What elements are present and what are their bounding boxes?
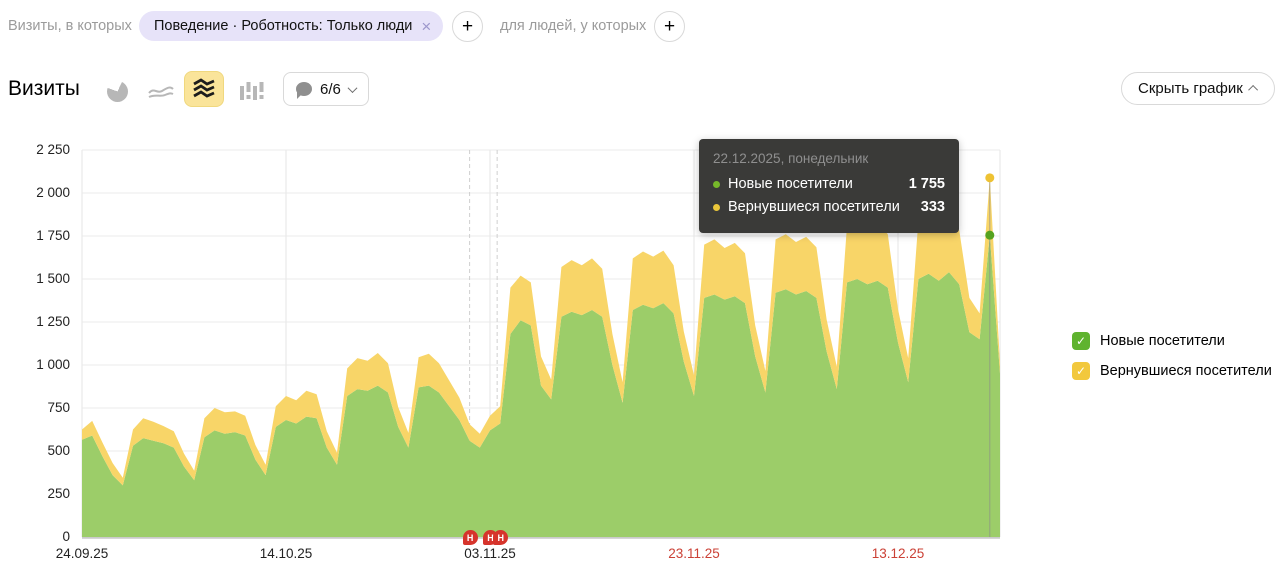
pie-chart-icon [106, 80, 128, 102]
add-user-filter-button[interactable]: + [654, 11, 685, 42]
chevron-up-icon [1247, 84, 1258, 95]
comment-bubble-icon [296, 82, 312, 99]
legend-item-returning-visitors[interactable]: ✓ Вернувшиеся посетители [1072, 362, 1272, 380]
tooltip-row-returning-visitors: Вернувшиеся посетители 333 [713, 196, 945, 219]
yellow-dot-icon [713, 204, 720, 211]
close-icon[interactable]: × [421, 16, 432, 36]
plus-icon: + [663, 15, 676, 37]
pie-chart-icon-button[interactable] [104, 78, 130, 104]
segment-filter-chip[interactable]: Поведение · Роботность: Только люди × [139, 11, 444, 41]
plus-icon: + [461, 15, 474, 37]
chart-legend: ✓ Новые посетители ✓ Вернувшиеся посетит… [1072, 332, 1272, 380]
tooltip-row-new-visitors: Новые посетители 1 755 [713, 173, 945, 196]
bar-chart-icon-button[interactable] [236, 78, 266, 104]
tooltip-value: 1 755 [908, 176, 945, 192]
hide-chart-label: Скрыть график [1138, 80, 1243, 97]
legend-label: Вернувшиеся посетители [1100, 363, 1272, 379]
tooltip-value: 333 [920, 199, 945, 215]
bar-chart-icon [240, 82, 264, 100]
stacked-area-chart-icon [193, 78, 215, 98]
tooltip-label: Новые посетители [728, 176, 853, 192]
hide-chart-button[interactable]: Скрыть график [1121, 72, 1275, 105]
legend-label: Новые посетители [1100, 333, 1225, 349]
tooltip-label: Вернувшиеся посетители [728, 199, 900, 215]
comments-button[interactable]: 6/6 [283, 72, 369, 106]
chevron-down-icon [347, 82, 358, 93]
user-segment-prefix-label: для людей, у которых [500, 18, 647, 34]
stacked-area-chart-icon-button[interactable] [184, 71, 224, 107]
tooltip-date: 22.12.2025, понедельник [713, 151, 869, 166]
annotation-badge[interactable]: Н [462, 530, 478, 545]
green-dot-icon [713, 181, 720, 188]
line-chart-icon-button[interactable] [146, 78, 176, 104]
checkbox-checked-icon[interactable]: ✓ [1072, 332, 1090, 350]
comments-count: 6/6 [320, 80, 341, 98]
page-title: Визиты [8, 77, 80, 100]
annotation-badge[interactable]: Н [493, 530, 509, 545]
segment-filter-chip-label: Поведение · Роботность: Только люди [154, 18, 413, 34]
legend-item-new-visitors[interactable]: ✓ Новые посетители [1072, 332, 1272, 350]
chart-tooltip: 22.12.2025, понедельник Новые посетители… [699, 139, 959, 233]
add-visit-filter-button[interactable]: + [452, 11, 483, 42]
segment-prefix-label: Визиты, в которых [8, 18, 132, 34]
line-chart-icon [148, 86, 174, 98]
checkbox-checked-icon[interactable]: ✓ [1072, 362, 1090, 380]
